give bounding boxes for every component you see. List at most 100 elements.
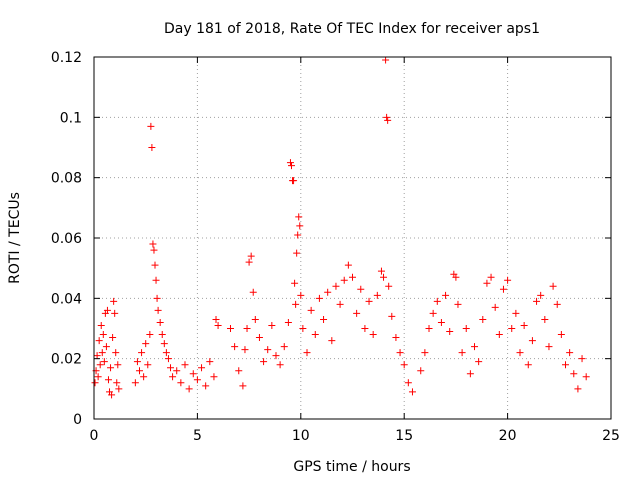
data-point	[324, 288, 332, 296]
data-point	[251, 315, 259, 323]
data-point	[291, 279, 299, 287]
data-point	[162, 349, 170, 357]
x-tick-label: 25	[602, 428, 620, 444]
data-point	[475, 358, 483, 366]
data-point	[148, 144, 156, 151]
data-point	[369, 331, 377, 339]
data-point	[516, 349, 524, 357]
y-axis-title: ROTI / TECUs	[7, 192, 23, 284]
data-point	[512, 309, 520, 317]
data-point	[138, 349, 146, 357]
data-point	[315, 294, 323, 302]
data-point	[373, 291, 381, 299]
data-point	[495, 331, 503, 339]
data-point	[206, 358, 214, 366]
y-tick-label: 0	[73, 412, 82, 428]
data-point	[471, 343, 479, 351]
data-point	[147, 122, 155, 130]
data-point	[264, 346, 272, 354]
data-point	[177, 379, 185, 387]
data-point	[421, 349, 429, 357]
data-point	[115, 385, 123, 393]
data-point	[504, 276, 512, 284]
data-point	[142, 340, 150, 348]
data-point	[97, 321, 105, 329]
data-point	[320, 315, 328, 323]
data-point	[102, 343, 110, 351]
data-point	[570, 370, 578, 378]
data-point	[429, 309, 437, 317]
data-point	[95, 337, 103, 345]
y-tick-label: 0.04	[51, 291, 82, 307]
data-point	[297, 291, 305, 299]
data-point	[112, 349, 120, 357]
data-point	[499, 285, 507, 293]
data-point	[508, 325, 516, 332]
data-point	[466, 370, 474, 378]
data-point	[491, 303, 499, 311]
data-point	[98, 349, 106, 357]
data-point	[96, 361, 104, 369]
data-point	[108, 391, 116, 399]
data-point	[437, 318, 445, 326]
data-point	[235, 367, 243, 375]
data-point	[541, 315, 549, 323]
data-point	[404, 379, 412, 387]
data-point	[340, 276, 348, 284]
data-point	[574, 385, 582, 393]
data-point	[311, 331, 319, 339]
data-point	[140, 373, 148, 381]
data-point	[454, 300, 462, 308]
data-point	[286, 159, 294, 167]
data-point	[388, 312, 396, 320]
data-point	[408, 388, 416, 396]
data-point	[483, 279, 491, 287]
data-point	[553, 300, 561, 308]
data-point	[156, 318, 164, 326]
data-point	[152, 276, 160, 284]
data-point	[520, 321, 528, 329]
data-point	[462, 325, 470, 332]
data-point	[332, 282, 340, 290]
data-point	[255, 334, 263, 342]
data-point	[150, 246, 158, 254]
data-point	[151, 261, 159, 269]
data-point	[114, 361, 122, 369]
data-point	[160, 340, 168, 348]
data-point	[353, 309, 361, 317]
data-point	[214, 321, 222, 329]
y-tick-label: 0.02	[51, 352, 82, 368]
data-point	[344, 261, 352, 269]
data-point	[231, 343, 239, 351]
data-point	[210, 373, 218, 381]
data-point	[293, 249, 301, 257]
data-point	[131, 379, 139, 387]
data-point	[385, 282, 393, 290]
data-point	[533, 297, 541, 305]
data-point	[562, 361, 570, 369]
data-point	[153, 294, 161, 302]
data-point	[392, 334, 400, 342]
data-point	[307, 306, 315, 314]
data-point	[290, 177, 298, 185]
data-point	[113, 379, 121, 387]
data-point	[578, 355, 586, 363]
data-point	[243, 325, 251, 332]
data-point	[100, 358, 108, 366]
data-point	[241, 346, 249, 354]
data-point	[380, 273, 388, 281]
data-point	[110, 297, 118, 305]
data-point	[377, 267, 385, 275]
data-point	[109, 334, 117, 342]
axis-ticks: 0 0.02 0.04 0.06 0.08 0.1 0.12 0 5 10 15 20 25	[51, 50, 620, 444]
data-point	[446, 328, 454, 336]
x-tick-label: 10	[292, 428, 310, 444]
data-point	[247, 252, 255, 260]
data-point	[349, 273, 356, 281]
data-point	[384, 116, 392, 124]
data-point	[189, 370, 197, 378]
data-point	[94, 373, 102, 381]
data-point	[133, 358, 141, 366]
data-point	[249, 288, 257, 296]
data-point	[458, 349, 466, 357]
